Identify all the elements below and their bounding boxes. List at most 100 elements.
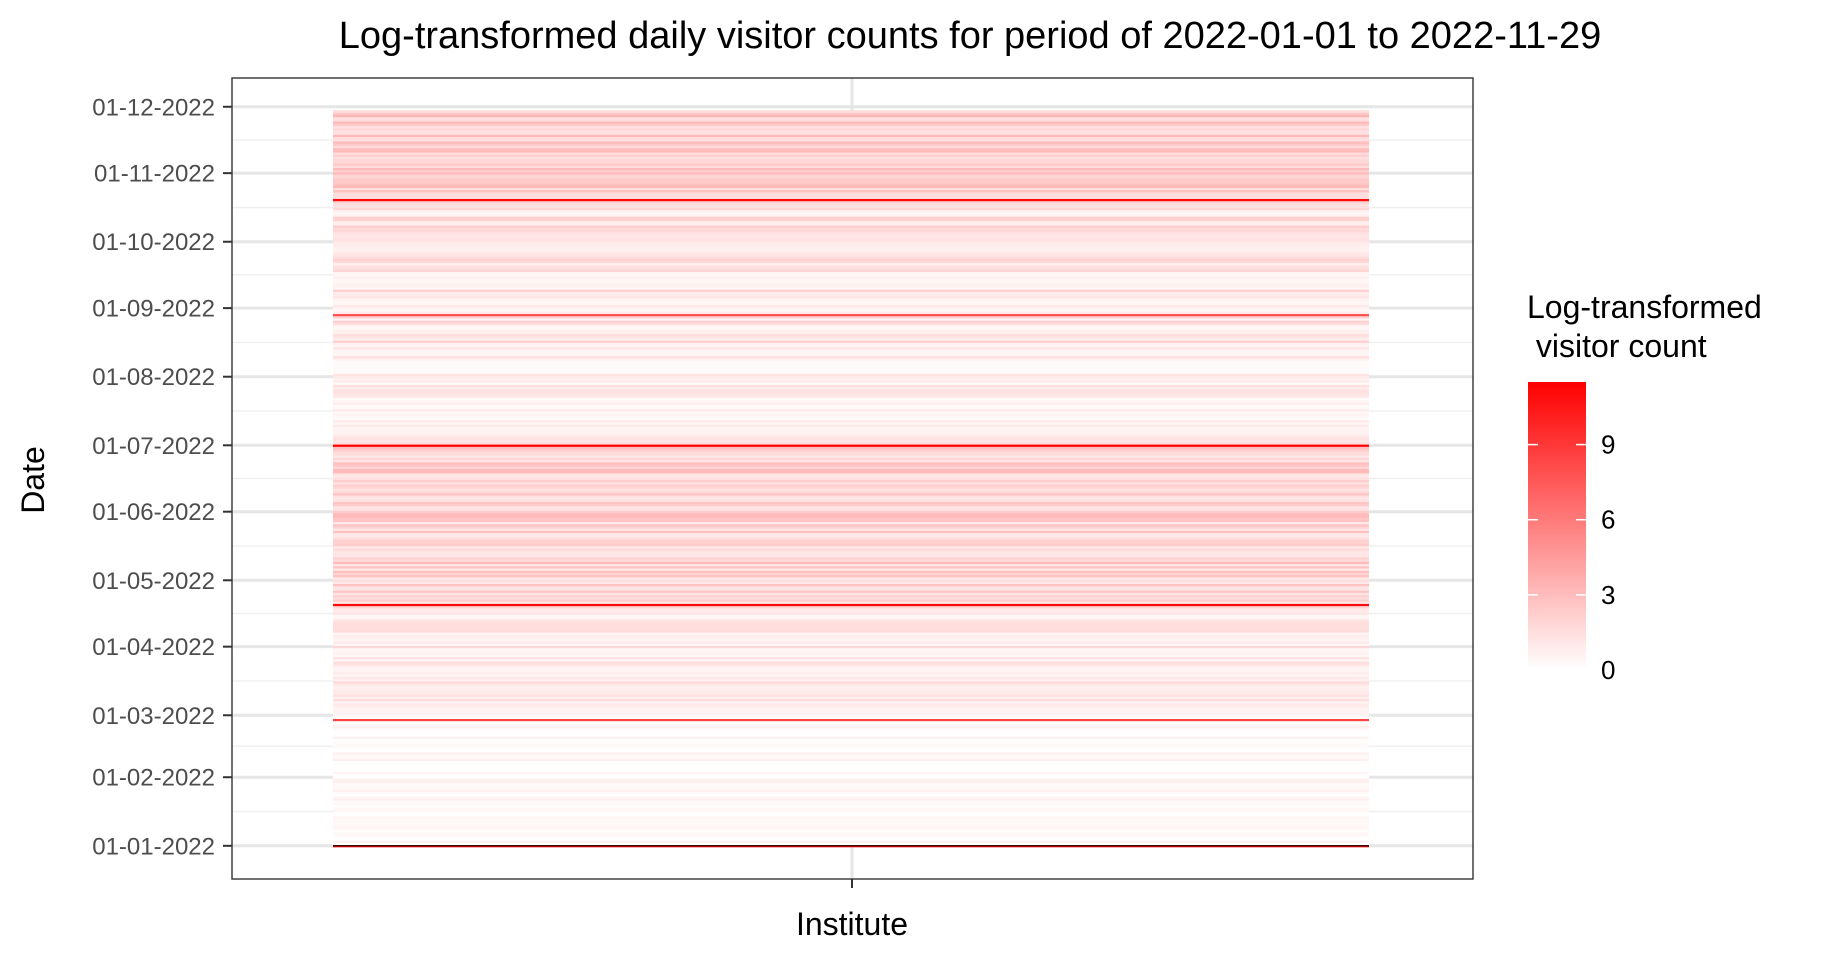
heatmap-tile	[333, 158, 1369, 162]
heatmap-tile	[333, 253, 1369, 257]
heatmap-tile	[333, 437, 1369, 441]
heatmap-tile	[333, 302, 1369, 306]
heatmap-tile	[333, 747, 1369, 750]
heatmap-tile	[333, 665, 1369, 669]
heatmap-tile	[333, 592, 1369, 596]
heatmap-tile	[333, 780, 1369, 784]
heatmap-tile	[333, 231, 1369, 235]
y-tick-label: 01-07-2022	[92, 433, 215, 460]
heatmap-tile	[333, 172, 1369, 175]
heatmap-tile	[333, 734, 1369, 737]
heatmap-tile	[333, 141, 1369, 144]
heatmap-tile	[333, 329, 1369, 332]
heatmap-tile	[333, 596, 1369, 600]
heatmap-tile	[333, 335, 1369, 339]
heatmap-tile	[333, 357, 1369, 361]
heatmap-tile	[333, 532, 1369, 536]
heatmap-tile	[333, 280, 1369, 284]
heatmap-tile	[333, 490, 1369, 494]
heatmap-tile	[333, 769, 1369, 773]
heatmap-tile	[333, 793, 1369, 797]
heatmap-tile	[333, 588, 1369, 591]
heatmap-tile	[333, 132, 1369, 135]
heatmap-tile	[333, 508, 1369, 511]
heatmap-tile	[333, 661, 1369, 664]
heatmap-tile	[333, 731, 1369, 735]
heatmap-tile	[333, 419, 1369, 423]
heatmap-tile	[333, 209, 1369, 213]
heatmap-tile	[333, 183, 1369, 186]
heatmap-tile	[333, 435, 1369, 438]
heatmap-tile	[333, 506, 1369, 509]
y-tick-label: 01-04-2022	[92, 634, 215, 661]
heatmap-tile	[333, 561, 1369, 565]
heatmap-tile	[333, 771, 1369, 775]
y-tick-label: 01-01-2022	[92, 833, 215, 860]
legend-colorbar	[1528, 382, 1586, 670]
heatmap-tile	[333, 621, 1369, 624]
heatmap-tile	[333, 211, 1369, 215]
heatmap-tile	[333, 138, 1369, 142]
heatmap-tile	[333, 842, 1369, 846]
heatmap-tile	[333, 711, 1369, 715]
heatmap-tile	[333, 499, 1369, 503]
heatmap-tile	[333, 441, 1369, 445]
heatmap-tile	[333, 273, 1369, 277]
heatmap-tile	[333, 236, 1369, 239]
heatmap-tile	[333, 563, 1369, 567]
heatmap-tile	[333, 545, 1369, 549]
heatmap-tile	[333, 178, 1369, 182]
heatmap-tile	[333, 136, 1369, 140]
heatmap-tile	[333, 720, 1369, 724]
heatmap-tile	[333, 382, 1369, 385]
heatmap-tile	[333, 773, 1369, 777]
heatmap-tile	[333, 517, 1369, 520]
heatmap-tile	[333, 446, 1369, 450]
heatmap-tile	[333, 134, 1369, 138]
heatmap-tile	[333, 426, 1369, 430]
y-tick-label: 01-06-2022	[92, 499, 215, 526]
heatmap-tile	[333, 320, 1369, 323]
heatmap-tile	[333, 315, 1369, 319]
heatmap-tile	[333, 674, 1369, 677]
heatmap-tile	[333, 838, 1369, 841]
heatmap-tile	[333, 672, 1369, 675]
heatmap-tile	[333, 453, 1369, 456]
heatmap-tile	[333, 798, 1369, 801]
heatmap-tile	[333, 603, 1369, 607]
heatmap-tile	[333, 776, 1369, 779]
heatmap-tile	[333, 125, 1369, 129]
heatmap-tile	[333, 570, 1369, 573]
heatmap-tile	[333, 685, 1369, 689]
heatmap-tile	[333, 550, 1369, 554]
heatmap-tile	[333, 840, 1369, 843]
heatmap-tile	[333, 110, 1369, 113]
heatmap-tile	[333, 815, 1369, 819]
heatmap-tile	[333, 404, 1369, 407]
heatmap-tile	[333, 408, 1369, 412]
heatmap-tile	[333, 289, 1369, 292]
heatmap-tile	[333, 548, 1369, 551]
heatmap-tile	[333, 716, 1369, 719]
heatmap-tile	[333, 703, 1369, 706]
heatmap-tile	[333, 470, 1369, 474]
heatmap-tile	[333, 680, 1369, 684]
heatmap-tile	[333, 238, 1369, 242]
heatmap-tile	[333, 614, 1369, 618]
heatmap-tile	[333, 291, 1369, 295]
heatmap-tile	[333, 727, 1369, 731]
heatmap-tile	[333, 240, 1369, 244]
heatmap-tile	[333, 530, 1369, 534]
legend-ticks: 0 3 6 9	[1528, 430, 1615, 685]
heatmap-tile	[333, 484, 1369, 487]
heatmap-tile	[333, 417, 1369, 421]
heatmap-tile	[333, 758, 1369, 762]
heatmap-tile	[333, 399, 1369, 403]
heatmap-tile	[333, 607, 1369, 611]
heatmap-tile	[333, 318, 1369, 321]
heatmap-tile	[333, 625, 1369, 629]
heatmap-tile	[333, 364, 1369, 368]
heatmap-tile	[333, 512, 1369, 516]
heatmap-tile	[333, 667, 1369, 671]
